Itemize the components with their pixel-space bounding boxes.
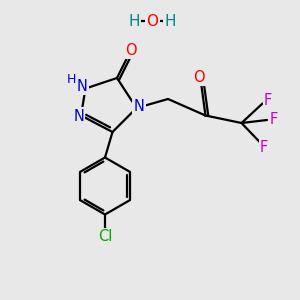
Text: F: F — [264, 93, 272, 108]
Text: N: N — [134, 99, 144, 114]
Text: H: H — [165, 14, 176, 28]
Text: F: F — [260, 140, 268, 155]
Text: Cl: Cl — [98, 229, 112, 244]
Text: H: H — [66, 73, 76, 86]
Text: F: F — [269, 112, 278, 128]
Text: O: O — [125, 43, 136, 58]
Text: O: O — [146, 14, 158, 28]
Text: N: N — [76, 79, 87, 94]
Text: N: N — [73, 109, 84, 124]
Text: H: H — [129, 14, 140, 28]
Text: O: O — [193, 70, 204, 85]
